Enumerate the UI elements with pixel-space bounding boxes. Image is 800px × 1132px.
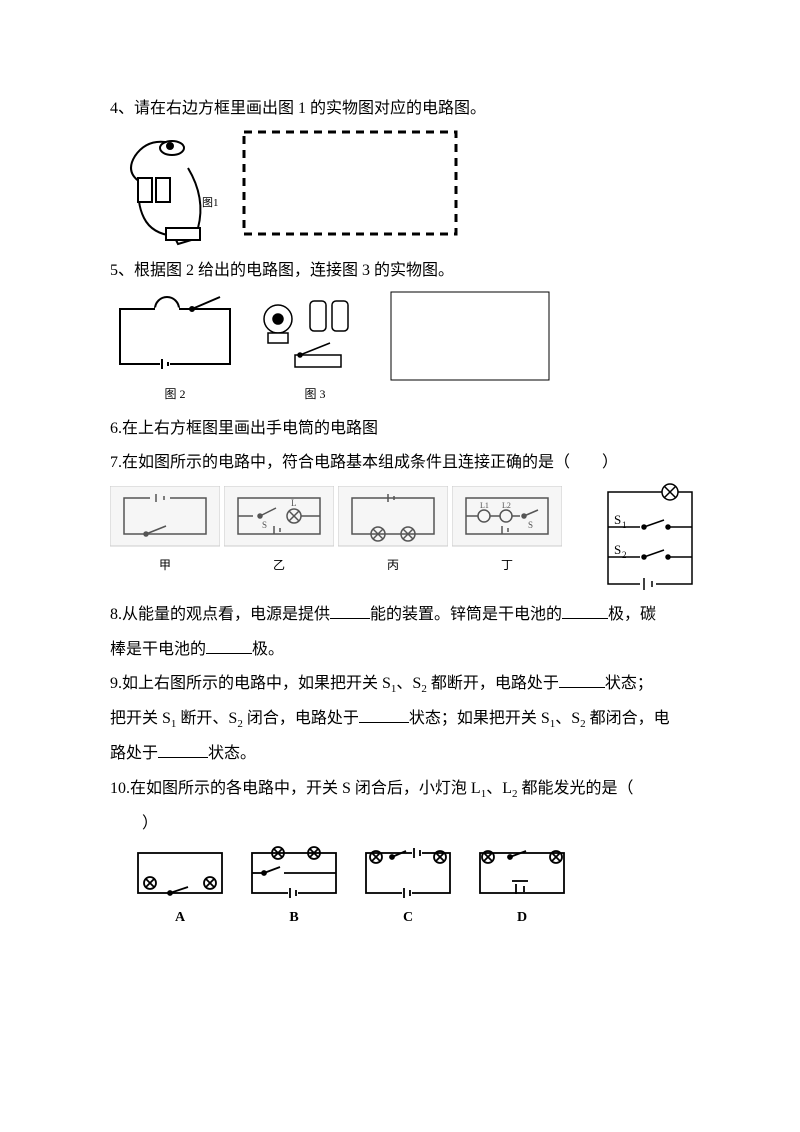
q9-line3: 路处于 状态。 <box>110 739 700 769</box>
q7-label-ding: 丁 <box>501 554 513 577</box>
q9-l2b: 断开、S <box>176 710 237 727</box>
q10-l1b: 、L <box>486 780 512 797</box>
q7-option-bing: 丙 <box>338 486 448 577</box>
q8-l2a: 棒是干电池的 <box>110 641 206 658</box>
q5-figure-row: 图 2 图 3 <box>110 291 700 406</box>
svg-text:S: S <box>614 542 621 557</box>
q10-line2: ） <box>110 809 700 839</box>
svg-text:1: 1 <box>622 520 627 530</box>
q5-text: 5、根据图 2 给出的电路图，连接图 3 的实物图。 <box>110 256 700 286</box>
q9-l2c: 闭合，电路处于 <box>243 710 359 727</box>
q8-blank-2[interactable] <box>562 602 608 619</box>
q5-fig3: 图 3 <box>250 291 380 406</box>
svg-text:2: 2 <box>622 550 627 560</box>
q4-physical-svg: 图1 <box>110 128 230 248</box>
q10-option-c: S C <box>358 843 458 932</box>
svg-text:S: S <box>175 895 180 903</box>
q8-line2: 棒是干电池的 极。 <box>110 635 700 665</box>
q7-options-row: 甲 S L <box>110 486 590 577</box>
q7-option-yi: S L 乙 <box>224 486 334 577</box>
q7-label-bing: 丙 <box>387 554 399 577</box>
svg-text:S: S <box>262 520 267 530</box>
q10-options-row: S L₁ A L₁L₂ S B <box>130 843 700 932</box>
q7-label-jia: 甲 <box>159 554 171 577</box>
q9-blank-2[interactable] <box>359 706 409 723</box>
svg-text:L1: L1 <box>480 501 489 510</box>
q5-solid-box <box>390 291 550 381</box>
q8-line1: 8.从能量的观点看，电源是提供 能的装置。锌筒是干电池的 极，碳 <box>110 600 700 630</box>
svg-text:L: L <box>291 498 297 508</box>
q9-l1b: 、S <box>396 675 421 692</box>
q9-l1d: 状态； <box>605 675 653 692</box>
svg-text:S: S <box>394 861 399 871</box>
q6-text: 6.在上右方框图里画出手电筒的电路图 <box>110 414 700 444</box>
svg-text:L₁: L₁ <box>140 866 148 875</box>
q4-physical-figure: 图1 <box>110 128 230 248</box>
q10-label-a: A <box>175 905 185 932</box>
q4-text: 4、请在右边方框里画出图 1 的实物图对应的电路图。 <box>110 94 700 124</box>
q9-l1a: 9.如上右图所示的电路中，如果把开关 S <box>110 675 391 692</box>
q9-line2: 把开关 S1 断开、S2 闭合，电路处于状态；如果把开关 S1、S2 都闭合，电 <box>110 704 700 735</box>
q7-opt-ding-svg: L1 L2 S <box>452 486 562 552</box>
q5-physical-svg <box>250 291 380 381</box>
q9-l2a: 把开关 S <box>110 710 171 727</box>
svg-text:S: S <box>266 877 271 887</box>
q9-l2d: 状态；如果把开关 S <box>409 710 550 727</box>
q5-fig2-caption: 图 2 <box>164 383 185 406</box>
q4-figure-row: 图1 <box>110 128 700 248</box>
q9-l3b: 状态。 <box>208 745 256 762</box>
q10-label-b: B <box>289 905 298 932</box>
q9-blank-1[interactable] <box>559 671 605 688</box>
q7-opt-yi-svg: S L <box>224 486 334 552</box>
q7-opt-jia-svg <box>110 486 220 552</box>
q10-line1: 10.在如图所示的各电路中，开关 S 闭合后，小灯泡 L1、L2 都能发光的是（ <box>110 774 700 805</box>
q10-label-c: C <box>403 905 413 932</box>
q4-fig1-inline-caption: 图1 <box>202 196 219 209</box>
q10-l1a: 10.在如图所示的各电路中，开关 S 闭合后，小灯泡 L <box>110 780 481 797</box>
q10-option-d: S D <box>472 843 572 932</box>
q8-mid2: 极，碳 <box>608 606 656 623</box>
svg-text:S: S <box>614 512 621 527</box>
svg-text:L2: L2 <box>502 501 511 510</box>
q9-l1c: 都断开，电路处于 <box>427 675 559 692</box>
q7-text: 7.在如图所示的电路中，符合电路基本组成条件且连接正确的是（ ） <box>110 448 700 478</box>
q7-label-yi: 乙 <box>273 554 285 577</box>
q7-figure-row: 甲 S L <box>110 482 700 592</box>
q7-opt-bing-svg <box>338 486 448 552</box>
q9-line1: 9.如上右图所示的电路中，如果把开关 S1、S2 都断开，电路处于状态； <box>110 669 700 700</box>
q8-prefix: 8.从能量的观点看，电源是提供 <box>110 606 330 623</box>
q8-mid1: 能的装置。锌筒是干电池的 <box>370 606 562 623</box>
worksheet-page: 4、请在右边方框里画出图 1 的实物图对应的电路图。 图1 <box>0 0 800 1000</box>
q4-dashed-box <box>240 128 460 238</box>
q10-option-a: S L₁ A <box>130 843 230 932</box>
svg-text:S: S <box>514 861 519 871</box>
q8-blank-3[interactable] <box>206 637 252 654</box>
q5-fig3-caption: 图 3 <box>304 383 325 406</box>
q10-option-b: L₁L₂ S B <box>244 843 344 932</box>
svg-text:S: S <box>528 520 533 530</box>
q10-label-d: D <box>517 905 527 932</box>
q5-schematic-svg <box>110 291 240 381</box>
q10-l1c: 都能发光的是（ <box>517 780 633 797</box>
q9-l2f: 都闭合，电 <box>586 710 670 727</box>
q9-l2e: 、S <box>555 710 580 727</box>
q9-l3a: 路处于 <box>110 745 158 762</box>
q8-blank-1[interactable] <box>330 602 370 619</box>
q8-l2b: 极。 <box>252 641 284 658</box>
q7-option-jia: 甲 <box>110 486 220 577</box>
q5-fig2: 图 2 <box>110 291 240 406</box>
q7-option-ding: L1 L2 S 丁 <box>452 486 562 577</box>
q7-right-diagram: S1 S2 <box>600 482 700 592</box>
q9-blank-3[interactable] <box>158 741 208 758</box>
